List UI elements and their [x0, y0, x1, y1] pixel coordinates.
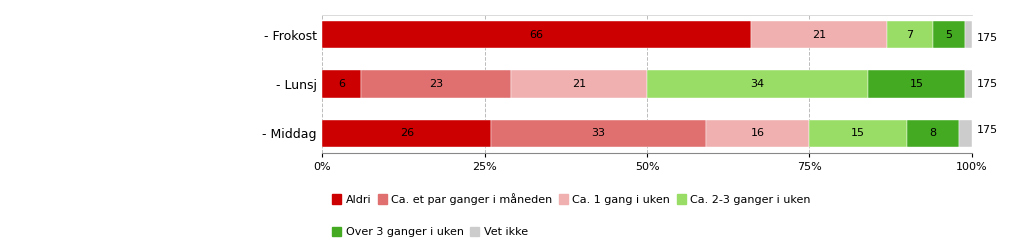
Text: 7: 7: [906, 30, 914, 40]
Text: 21: 21: [812, 30, 827, 40]
Text: 26: 26: [400, 128, 413, 138]
Bar: [966, 21, 972, 48]
Bar: [906, 120, 959, 147]
Bar: [868, 70, 966, 98]
Text: 21: 21: [572, 79, 586, 89]
Text: 66: 66: [530, 30, 543, 40]
Bar: [647, 70, 868, 98]
Text: 175: 175: [977, 79, 998, 89]
Bar: [706, 120, 809, 147]
Text: 15: 15: [909, 79, 924, 89]
Bar: [751, 21, 887, 48]
Text: 15: 15: [851, 128, 865, 138]
Bar: [322, 70, 361, 98]
Text: 5: 5: [945, 30, 952, 40]
Text: 34: 34: [751, 79, 764, 89]
Bar: [959, 120, 972, 147]
Bar: [966, 70, 978, 98]
Bar: [361, 70, 510, 98]
Text: 23: 23: [429, 79, 443, 89]
Text: 16: 16: [751, 128, 764, 138]
Bar: [933, 21, 966, 48]
Text: 175: 175: [977, 33, 998, 43]
Text: 6: 6: [339, 79, 345, 89]
Bar: [510, 70, 648, 98]
Text: 175: 175: [977, 125, 998, 135]
Bar: [491, 120, 706, 147]
Bar: [322, 120, 491, 147]
Legend: Over 3 ganger i uken, Vet ikke: Over 3 ganger i uken, Vet ikke: [327, 222, 532, 242]
Text: 33: 33: [591, 128, 606, 138]
Text: 8: 8: [929, 128, 936, 138]
Bar: [887, 21, 933, 48]
Legend: Aldri, Ca. et par ganger i måneden, Ca. 1 gang i uken, Ca. 2-3 ganger i uken: Aldri, Ca. et par ganger i måneden, Ca. …: [327, 188, 815, 209]
Bar: [809, 120, 906, 147]
Bar: [322, 21, 751, 48]
